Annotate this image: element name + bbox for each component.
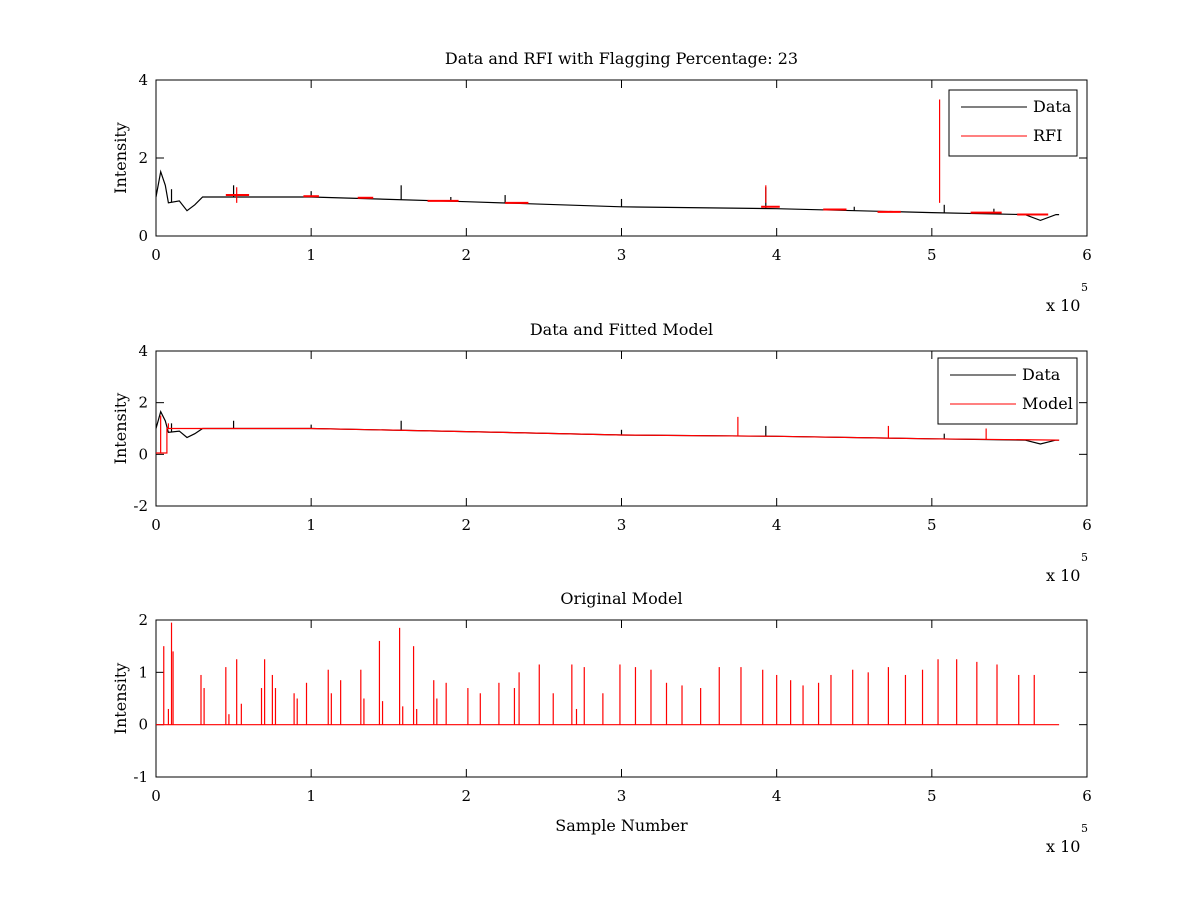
legend-box <box>948 89 1078 157</box>
y-tick-label: 2 <box>138 149 148 167</box>
y-tick-label: 1 <box>138 663 148 681</box>
y-tick-label: 4 <box>138 71 148 89</box>
x-tick-label: 4 <box>772 787 782 805</box>
x-multiplier-exponent: 5 <box>1081 551 1088 564</box>
x-tick-label: 3 <box>617 516 627 534</box>
panel-title: Data and Fitted Model <box>530 320 713 339</box>
x-tick-label: 5 <box>927 516 937 534</box>
x-tick-label: 3 <box>617 787 627 805</box>
x-tick-label: 2 <box>462 787 472 805</box>
x-multiplier: x 10 <box>1046 566 1080 585</box>
x-tick-label: 2 <box>462 246 472 264</box>
legend-entry-model: Model <box>1022 394 1073 413</box>
x-multiplier: x 10 <box>1046 837 1080 856</box>
y-tick-label: 4 <box>138 342 148 360</box>
panel-data-model: Data and Fitted Model Intensity x 10 5 0… <box>111 320 1092 585</box>
x-tick-label: 5 <box>927 246 937 264</box>
x-tick-label: 5 <box>927 787 937 805</box>
legend: Data Model <box>937 357 1078 425</box>
legend-box <box>937 357 1078 425</box>
x-multiplier-exponent: 5 <box>1081 281 1088 294</box>
axes-box <box>155 619 1088 778</box>
legend-entry-data: Data <box>1033 97 1072 116</box>
y-tick-label: 0 <box>138 716 148 734</box>
panel-title: Data and RFI with Flagging Percentage: 2… <box>445 49 798 68</box>
y-axis-label: Intensity <box>111 663 130 735</box>
legend-entry-rfi: RFI <box>1033 126 1062 145</box>
x-axis-label: Sample Number <box>555 816 688 835</box>
x-tick-label: 1 <box>306 516 316 534</box>
x-tick-label: 6 <box>1082 787 1092 805</box>
x-tick-label: 0 <box>151 516 161 534</box>
x-tick-label: 4 <box>772 246 782 264</box>
panel-original-model: Original Model Intensity Sample Number x… <box>111 589 1092 856</box>
y-tick-label: -1 <box>133 768 148 786</box>
y-tick-label: 0 <box>138 227 148 245</box>
x-tick-label: 6 <box>1082 246 1092 264</box>
y-axis-label: Intensity <box>111 393 130 465</box>
legend: Data RFI <box>948 89 1078 157</box>
x-tick-label: 1 <box>306 246 316 264</box>
series-rfi <box>225 99 1049 216</box>
series-original-model <box>156 622 1060 726</box>
panel-title: Original Model <box>560 589 682 608</box>
y-axis-label: Intensity <box>111 122 130 194</box>
y-tick-label: 2 <box>138 611 148 629</box>
legend-entry-data: Data <box>1022 365 1061 384</box>
panel-data-rfi: Data and RFI with Flagging Percentage: 2… <box>111 49 1092 315</box>
y-tick-label: -2 <box>133 497 148 515</box>
x-tick-label: 0 <box>151 787 161 805</box>
x-tick-label: 6 <box>1082 516 1092 534</box>
x-tick-label: 3 <box>617 246 627 264</box>
plot-area: 0 1 2 3 4 5 6 0 2 4 <box>138 71 1091 264</box>
x-tick-label: 2 <box>462 516 472 534</box>
x-multiplier: x 10 <box>1046 296 1080 315</box>
series-model <box>156 415 1060 454</box>
y-tick-label: 2 <box>138 394 148 412</box>
series-line <box>156 427 1060 454</box>
x-tick-label: 0 <box>151 246 161 264</box>
x-multiplier-exponent: 5 <box>1081 822 1088 835</box>
x-tick-label: 1 <box>306 787 316 805</box>
x-tick-label: 4 <box>772 516 782 534</box>
y-tick-label: 0 <box>138 445 148 463</box>
